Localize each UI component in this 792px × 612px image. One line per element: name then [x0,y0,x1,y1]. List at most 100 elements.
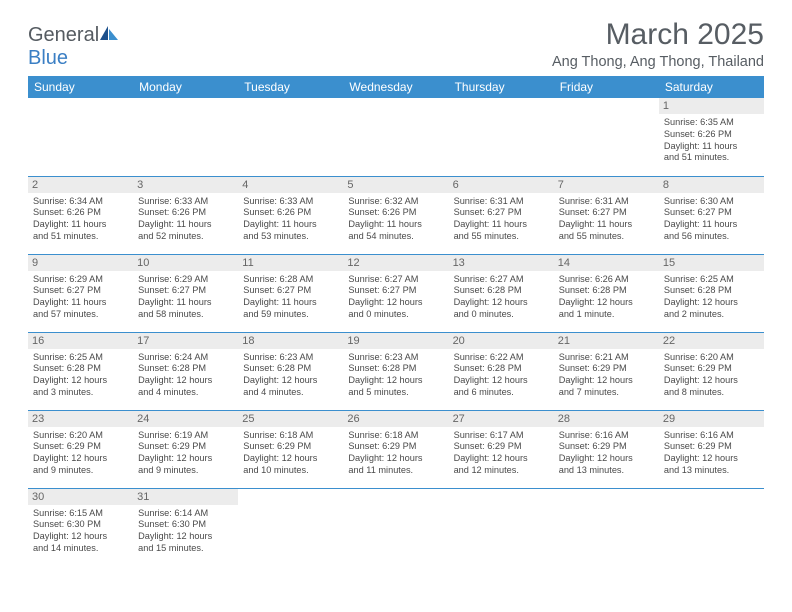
calendar-table: SundayMondayTuesdayWednesdayThursdayFrid… [28,76,764,570]
page-title: March 2025 [552,18,764,52]
day-number: 30 [28,489,133,505]
calendar-cell-empty [449,98,554,176]
sunset-text: Sunset: 6:29 PM [664,363,759,375]
calendar-cell: 10Sunrise: 6:29 AMSunset: 6:27 PMDayligh… [133,254,238,332]
day-details: Sunrise: 6:25 AMSunset: 6:28 PMDaylight:… [28,350,133,401]
daylight-text: Daylight: 12 hours [559,297,654,309]
day-details: Sunrise: 6:27 AMSunset: 6:28 PMDaylight:… [449,272,554,323]
daylight-text: and 6 minutes. [454,387,549,399]
calendar-cell: 9Sunrise: 6:29 AMSunset: 6:27 PMDaylight… [28,254,133,332]
day-number: 7 [554,177,659,193]
sunset-text: Sunset: 6:27 PM [138,285,233,297]
sunrise-text: Sunrise: 6:18 AM [348,430,443,442]
calendar-cell-empty [659,488,764,570]
sunrise-text: Sunrise: 6:20 AM [33,430,128,442]
day-number: 8 [659,177,764,193]
daylight-text: and 0 minutes. [348,309,443,321]
day-number: 23 [28,411,133,427]
calendar-body: 1Sunrise: 6:35 AMSunset: 6:26 PMDaylight… [28,98,764,570]
daylight-text: Daylight: 12 hours [664,375,759,387]
daylight-text: Daylight: 12 hours [33,375,128,387]
daylight-text: and 52 minutes. [138,231,233,243]
daylight-text: and 7 minutes. [559,387,654,399]
day-number: 5 [343,177,448,193]
sunrise-text: Sunrise: 6:27 AM [454,274,549,286]
sunset-text: Sunset: 6:27 PM [33,285,128,297]
daylight-text: Daylight: 11 hours [243,297,338,309]
daylight-text: Daylight: 11 hours [33,297,128,309]
day-details: Sunrise: 6:29 AMSunset: 6:27 PMDaylight:… [28,272,133,323]
sunset-text: Sunset: 6:28 PM [664,285,759,297]
calendar-cell: 23Sunrise: 6:20 AMSunset: 6:29 PMDayligh… [28,410,133,488]
sunset-text: Sunset: 6:26 PM [664,129,759,141]
sunset-text: Sunset: 6:26 PM [243,207,338,219]
sunset-text: Sunset: 6:29 PM [559,441,654,453]
sunset-text: Sunset: 6:29 PM [33,441,128,453]
calendar-cell: 14Sunrise: 6:26 AMSunset: 6:28 PMDayligh… [554,254,659,332]
day-number: 16 [28,333,133,349]
sunrise-text: Sunrise: 6:29 AM [33,274,128,286]
day-number: 27 [449,411,554,427]
calendar-cell: 2Sunrise: 6:34 AMSunset: 6:26 PMDaylight… [28,176,133,254]
day-number: 19 [343,333,448,349]
day-number: 15 [659,255,764,271]
sunset-text: Sunset: 6:27 PM [243,285,338,297]
sunset-text: Sunset: 6:26 PM [348,207,443,219]
day-details: Sunrise: 6:22 AMSunset: 6:28 PMDaylight:… [449,350,554,401]
calendar-cell: 30Sunrise: 6:15 AMSunset: 6:30 PMDayligh… [28,488,133,570]
day-details: Sunrise: 6:18 AMSunset: 6:29 PMDaylight:… [343,428,448,479]
day-header: Friday [554,76,659,98]
day-details: Sunrise: 6:27 AMSunset: 6:27 PMDaylight:… [343,272,448,323]
day-details: Sunrise: 6:17 AMSunset: 6:29 PMDaylight:… [449,428,554,479]
day-details: Sunrise: 6:23 AMSunset: 6:28 PMDaylight:… [343,350,448,401]
daylight-text: Daylight: 11 hours [559,219,654,231]
calendar-cell: 21Sunrise: 6:21 AMSunset: 6:29 PMDayligh… [554,332,659,410]
daylight-text: Daylight: 11 hours [138,219,233,231]
daylight-text: and 13 minutes. [559,465,654,477]
sunset-text: Sunset: 6:26 PM [138,207,233,219]
logo-text: GeneralBlue [28,24,119,70]
day-header: Thursday [449,76,554,98]
daylight-text: and 3 minutes. [33,387,128,399]
sunrise-text: Sunrise: 6:16 AM [664,430,759,442]
day-number: 14 [554,255,659,271]
sunset-text: Sunset: 6:30 PM [33,519,128,531]
calendar-cell: 11Sunrise: 6:28 AMSunset: 6:27 PMDayligh… [238,254,343,332]
day-number: 24 [133,411,238,427]
day-details: Sunrise: 6:28 AMSunset: 6:27 PMDaylight:… [238,272,343,323]
day-number: 11 [238,255,343,271]
logo: GeneralBlue [28,24,119,70]
sunset-text: Sunset: 6:28 PM [348,363,443,375]
daylight-text: and 0 minutes. [454,309,549,321]
calendar-cell-empty [554,488,659,570]
daylight-text: and 4 minutes. [138,387,233,399]
calendar-cell-empty [238,98,343,176]
sunrise-text: Sunrise: 6:31 AM [454,196,549,208]
calendar-cell: 6Sunrise: 6:31 AMSunset: 6:27 PMDaylight… [449,176,554,254]
day-number: 10 [133,255,238,271]
calendar-row: 2Sunrise: 6:34 AMSunset: 6:26 PMDaylight… [28,176,764,254]
page-subtitle: Ang Thong, Ang Thong, Thailand [552,54,764,70]
calendar-cell-empty [28,98,133,176]
daylight-text: and 9 minutes. [138,465,233,477]
sunrise-text: Sunrise: 6:25 AM [33,352,128,364]
sunset-text: Sunset: 6:29 PM [664,441,759,453]
sunset-text: Sunset: 6:27 PM [559,207,654,219]
day-details: Sunrise: 6:18 AMSunset: 6:29 PMDaylight:… [238,428,343,479]
sunset-text: Sunset: 6:29 PM [348,441,443,453]
daylight-text: Daylight: 11 hours [664,219,759,231]
logo-word2: Blue [28,47,68,69]
calendar-cell: 13Sunrise: 6:27 AMSunset: 6:28 PMDayligh… [449,254,554,332]
sunrise-text: Sunrise: 6:25 AM [664,274,759,286]
sunrise-text: Sunrise: 6:23 AM [243,352,338,364]
daylight-text: and 13 minutes. [664,465,759,477]
day-number: 29 [659,411,764,427]
daylight-text: and 11 minutes. [348,465,443,477]
day-details: Sunrise: 6:15 AMSunset: 6:30 PMDaylight:… [28,506,133,557]
sunset-text: Sunset: 6:28 PM [454,363,549,375]
sunrise-text: Sunrise: 6:22 AM [454,352,549,364]
day-number: 6 [449,177,554,193]
day-number: 2 [28,177,133,193]
daylight-text: and 9 minutes. [33,465,128,477]
calendar-cell: 29Sunrise: 6:16 AMSunset: 6:29 PMDayligh… [659,410,764,488]
